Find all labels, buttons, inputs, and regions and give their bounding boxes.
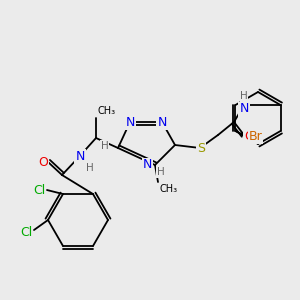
Text: Cl: Cl	[33, 184, 45, 196]
Text: CH₃: CH₃	[160, 184, 178, 194]
Text: N: N	[142, 158, 152, 172]
Text: CH₃: CH₃	[98, 106, 116, 116]
Text: H: H	[101, 141, 109, 151]
Text: N: N	[157, 116, 167, 128]
Text: H: H	[240, 91, 248, 101]
Text: H: H	[157, 167, 165, 177]
Text: N: N	[75, 149, 85, 163]
Text: O: O	[38, 155, 48, 169]
Text: N: N	[239, 103, 249, 116]
Text: S: S	[197, 142, 205, 155]
Text: H: H	[86, 163, 94, 173]
Text: Cl: Cl	[20, 226, 32, 238]
Text: O: O	[244, 130, 254, 143]
Text: N: N	[125, 116, 135, 128]
Text: Br: Br	[249, 130, 262, 142]
